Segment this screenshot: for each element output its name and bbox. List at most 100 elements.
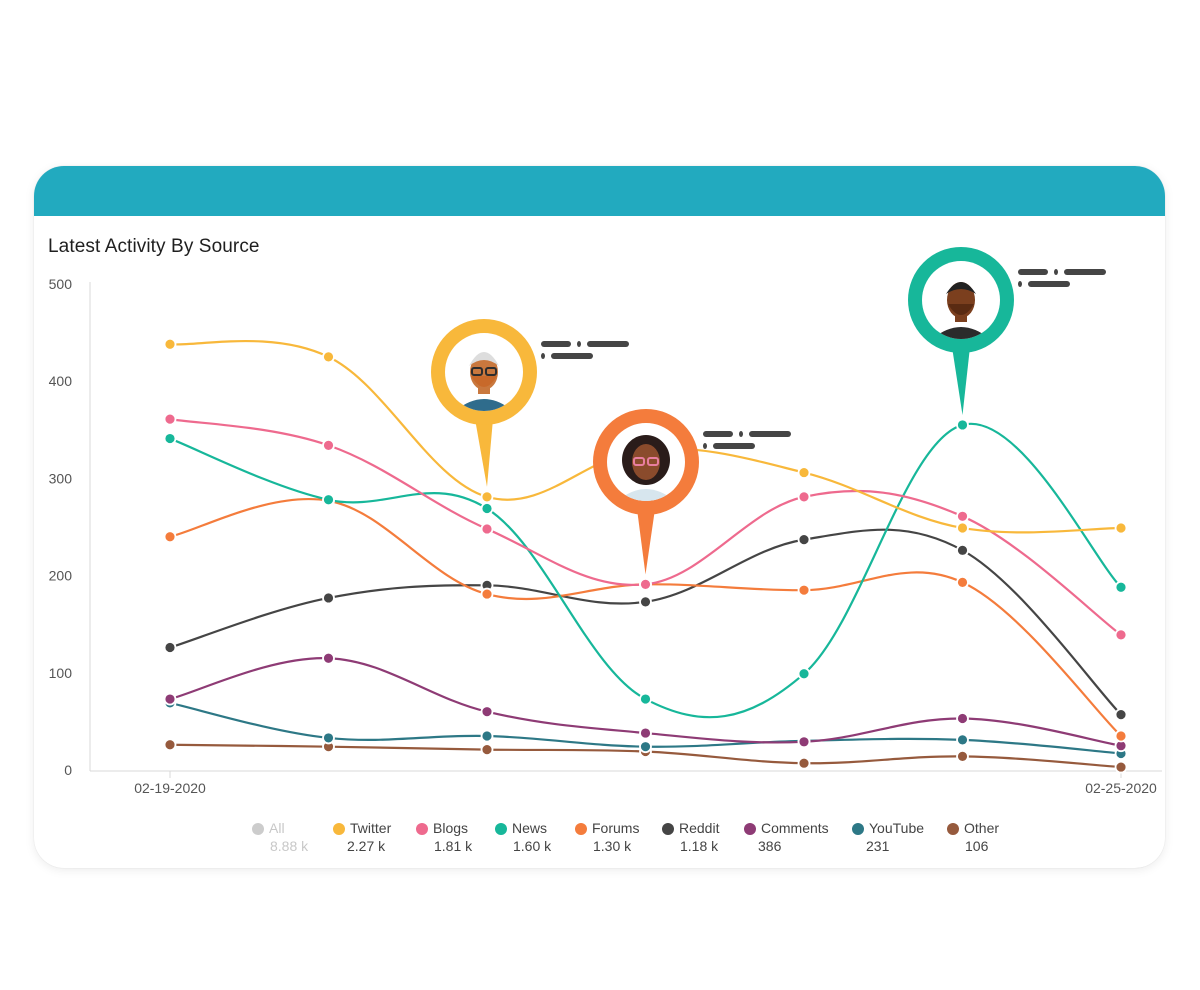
legend-dot xyxy=(947,823,959,835)
data-point-news xyxy=(322,493,335,507)
legend-item-reddit[interactable]: Reddit 1.18 k xyxy=(662,820,772,860)
redacted-text-bar xyxy=(1018,269,1048,275)
legend-count: 231 xyxy=(866,838,890,854)
redacted-text-bar xyxy=(541,353,545,359)
legend-count: 2.27 k xyxy=(347,838,386,854)
data-point-other xyxy=(1114,760,1128,774)
pin-pointer xyxy=(475,419,493,487)
legend-label: Other xyxy=(964,820,1000,836)
legend-item-other[interactable]: Other 106 xyxy=(947,820,1057,860)
data-point-blogs xyxy=(1114,628,1128,642)
chart-title: Latest Activity By Source xyxy=(48,236,260,257)
data-point-twitter xyxy=(1114,521,1128,535)
data-point-comments xyxy=(480,705,494,719)
avatar-beard xyxy=(471,376,497,387)
data-point-other xyxy=(163,738,177,752)
legend-label: News xyxy=(512,820,548,836)
legend-count: 106 xyxy=(965,838,989,854)
data-point-other xyxy=(480,743,494,756)
data-point-comments xyxy=(797,735,811,749)
legend-count: 386 xyxy=(758,838,782,854)
data-point-reddit xyxy=(797,533,811,547)
legend-item-news[interactable]: News 1.60 k xyxy=(495,820,605,860)
y-tick-label: 300 xyxy=(49,470,73,486)
data-point-youtube xyxy=(956,733,969,747)
data-point-news xyxy=(1114,580,1128,594)
legend-count: 1.81 k xyxy=(434,838,473,854)
x-tick-label: 02-25-2020 xyxy=(1085,780,1157,796)
data-point-twitter xyxy=(956,521,969,535)
data-point-reddit xyxy=(1114,708,1128,721)
redacted-text-bar xyxy=(551,353,593,359)
legend-label: Twitter xyxy=(350,820,392,836)
redacted-text-bar xyxy=(577,341,581,347)
data-point-reddit xyxy=(163,641,177,654)
legend-label: YouTube xyxy=(869,820,925,836)
avatar-hair xyxy=(946,282,976,294)
legend-dot xyxy=(252,823,264,835)
legend-count: 1.60 k xyxy=(513,838,552,854)
data-point-forums xyxy=(163,530,177,544)
data-point-forums xyxy=(956,576,969,589)
pin-pointer xyxy=(637,509,655,575)
data-point-blogs xyxy=(322,438,335,452)
data-point-twitter xyxy=(163,337,177,351)
x-tick-label: 02-19-2020 xyxy=(134,780,206,796)
legend-item-forums[interactable]: Forums 1.30 k xyxy=(575,820,685,860)
avatar-beard xyxy=(948,304,974,315)
data-point-forums xyxy=(797,583,811,597)
redacted-text-bar xyxy=(587,341,629,347)
redacted-text-bar xyxy=(1064,269,1106,275)
y-tick-label: 500 xyxy=(49,276,73,292)
legend-item-blogs[interactable]: Blogs 1.81 k xyxy=(416,820,526,860)
avatar-pin xyxy=(431,319,629,487)
legend-item-all[interactable]: All 8.88 k xyxy=(252,820,362,860)
data-point-reddit xyxy=(956,543,969,557)
legend-label: Blogs xyxy=(433,820,469,836)
data-point-comments xyxy=(322,651,335,665)
pin-pointer xyxy=(952,347,970,415)
data-point-twitter xyxy=(480,490,494,504)
data-point-reddit xyxy=(322,591,335,605)
y-tick-label: 200 xyxy=(49,568,73,584)
data-point-blogs xyxy=(956,509,969,523)
data-point-blogs xyxy=(797,490,811,504)
legend-item-comments[interactable]: Comments 386 xyxy=(744,820,854,860)
redacted-text-bar xyxy=(541,341,571,347)
data-point-twitter xyxy=(797,466,811,479)
data-point-blogs xyxy=(639,577,652,591)
data-point-youtube xyxy=(322,731,335,745)
legend-item-youtube[interactable]: YouTube 231 xyxy=(852,820,962,860)
y-tick-label: 0 xyxy=(64,762,72,778)
data-point-news xyxy=(797,667,811,681)
data-point-blogs xyxy=(480,522,494,536)
data-point-other xyxy=(797,756,811,770)
legend-dot xyxy=(852,823,864,835)
data-point-news xyxy=(639,692,652,706)
legend-label: Comments xyxy=(761,820,829,836)
legend-label: All xyxy=(269,820,285,836)
redacted-text-bar xyxy=(749,431,791,437)
redacted-text-bar xyxy=(1054,269,1058,275)
redacted-text-bar xyxy=(703,431,733,437)
redacted-text-bar xyxy=(1028,281,1070,287)
data-point-other xyxy=(956,749,969,763)
legend-count: 1.30 k xyxy=(593,838,632,854)
data-point-comments xyxy=(163,692,177,706)
data-point-comments xyxy=(639,726,652,740)
avatar-glasses xyxy=(647,457,659,466)
legend-count: 1.18 k xyxy=(680,838,719,854)
redacted-text-bar xyxy=(713,443,755,449)
avatar-glasses xyxy=(485,367,497,376)
legend-label: Reddit xyxy=(679,820,720,836)
avatar-pin xyxy=(908,247,1106,415)
legend-dot xyxy=(333,823,345,835)
legend-item-twitter[interactable]: Twitter 2.27 k xyxy=(333,820,443,860)
legend-dot xyxy=(744,823,756,835)
data-point-reddit xyxy=(639,595,652,609)
redacted-text-bar xyxy=(1018,281,1022,287)
data-point-news xyxy=(480,502,494,515)
y-tick-label: 400 xyxy=(49,373,73,389)
legend-dot xyxy=(662,823,674,835)
